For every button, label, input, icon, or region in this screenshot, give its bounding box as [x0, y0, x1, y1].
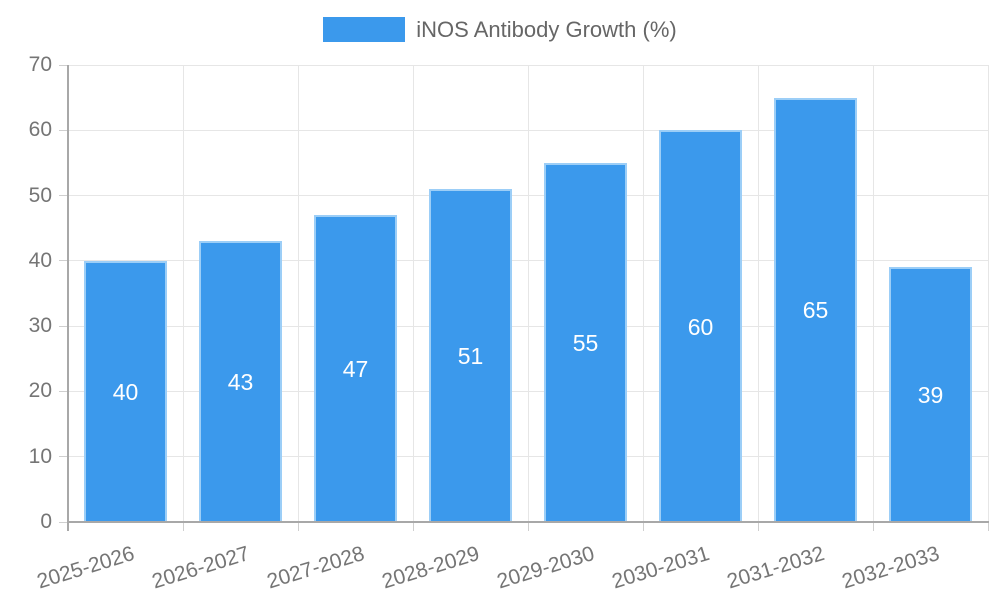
legend[interactable]: iNOS Antibody Growth (%) — [0, 17, 1000, 42]
x-gridline — [297, 65, 299, 522]
y-axis-line — [67, 65, 69, 531]
y-axis-tick-label: 30 — [28, 314, 52, 338]
bar-2026-2027[interactable]: 43 — [199, 241, 282, 522]
y-axis-tick-label: 60 — [28, 118, 52, 142]
bar-value-label: 51 — [457, 343, 484, 369]
bar-2032-2033[interactable]: 39 — [889, 267, 972, 522]
y-tick-mark — [59, 325, 68, 327]
y-axis-tick-label: 70 — [28, 53, 52, 76]
x-axis-tick-label: 2029-2030 — [494, 542, 598, 594]
bar-2025-2026[interactable]: 40 — [84, 260, 167, 522]
bar-value-label: 65 — [802, 297, 829, 324]
x-gridline — [412, 65, 414, 522]
x-tick-mark — [527, 522, 529, 531]
x-gridline — [757, 65, 759, 522]
y-tick-mark — [59, 390, 68, 392]
x-gridline — [872, 65, 874, 522]
x-tick-mark — [872, 522, 874, 531]
x-axis-tick-label: 2028-2029 — [379, 542, 483, 594]
legend-swatch — [323, 17, 406, 42]
legend-label: iNOS Antibody Growth (%) — [416, 17, 677, 42]
bar-2028-2029[interactable]: 51 — [429, 189, 512, 522]
x-axis-tick-label: 2030-2031 — [609, 542, 713, 594]
x-gridline — [642, 65, 644, 522]
x-gridline — [527, 65, 529, 522]
bar-2031-2032[interactable]: 65 — [774, 97, 857, 522]
x-gridline — [182, 65, 184, 522]
bar-value-label: 55 — [572, 329, 599, 356]
y-axis-tick-label: 20 — [28, 379, 52, 403]
y-tick-mark — [59, 129, 68, 131]
y-tick-mark — [59, 64, 68, 66]
y-axis-tick-label: 0 — [40, 510, 52, 533]
y-tick-mark — [59, 521, 68, 523]
x-tick-mark — [642, 522, 644, 531]
y-tick-mark — [59, 260, 68, 262]
bar-value-label: 47 — [342, 356, 369, 383]
y-tick-mark — [59, 195, 68, 197]
bar-2030-2031[interactable]: 60 — [659, 130, 742, 522]
bar-2029-2030[interactable]: 55 — [544, 162, 627, 522]
bar-value-label: 60 — [687, 313, 714, 340]
x-axis-tick-label: 2026-2027 — [149, 542, 253, 594]
bar-value-label: 39 — [917, 382, 944, 409]
x-axis-tick-label: 2031-2032 — [724, 542, 828, 594]
x-axis-tick-label: 2025-2026 — [34, 542, 138, 594]
bar-value-label: 43 — [227, 369, 254, 396]
x-tick-mark — [182, 522, 184, 531]
y-tick-mark — [59, 456, 68, 458]
y-axis-tick-label: 40 — [28, 248, 52, 272]
y-axis-tick-label: 50 — [28, 183, 52, 207]
bar-2027-2028[interactable]: 47 — [314, 215, 397, 522]
x-axis-tick-label: 2032-2033 — [839, 542, 943, 594]
x-tick-mark — [412, 522, 414, 531]
x-axis-tick-label: 2027-2028 — [264, 542, 368, 594]
x-tick-mark — [987, 522, 989, 531]
x-axis-line — [67, 521, 989, 523]
x-gridline — [987, 65, 989, 522]
x-tick-mark — [757, 522, 759, 531]
y-axis-tick-label: 10 — [28, 444, 52, 468]
x-tick-mark — [297, 522, 299, 531]
bar-value-label: 40 — [112, 378, 139, 405]
